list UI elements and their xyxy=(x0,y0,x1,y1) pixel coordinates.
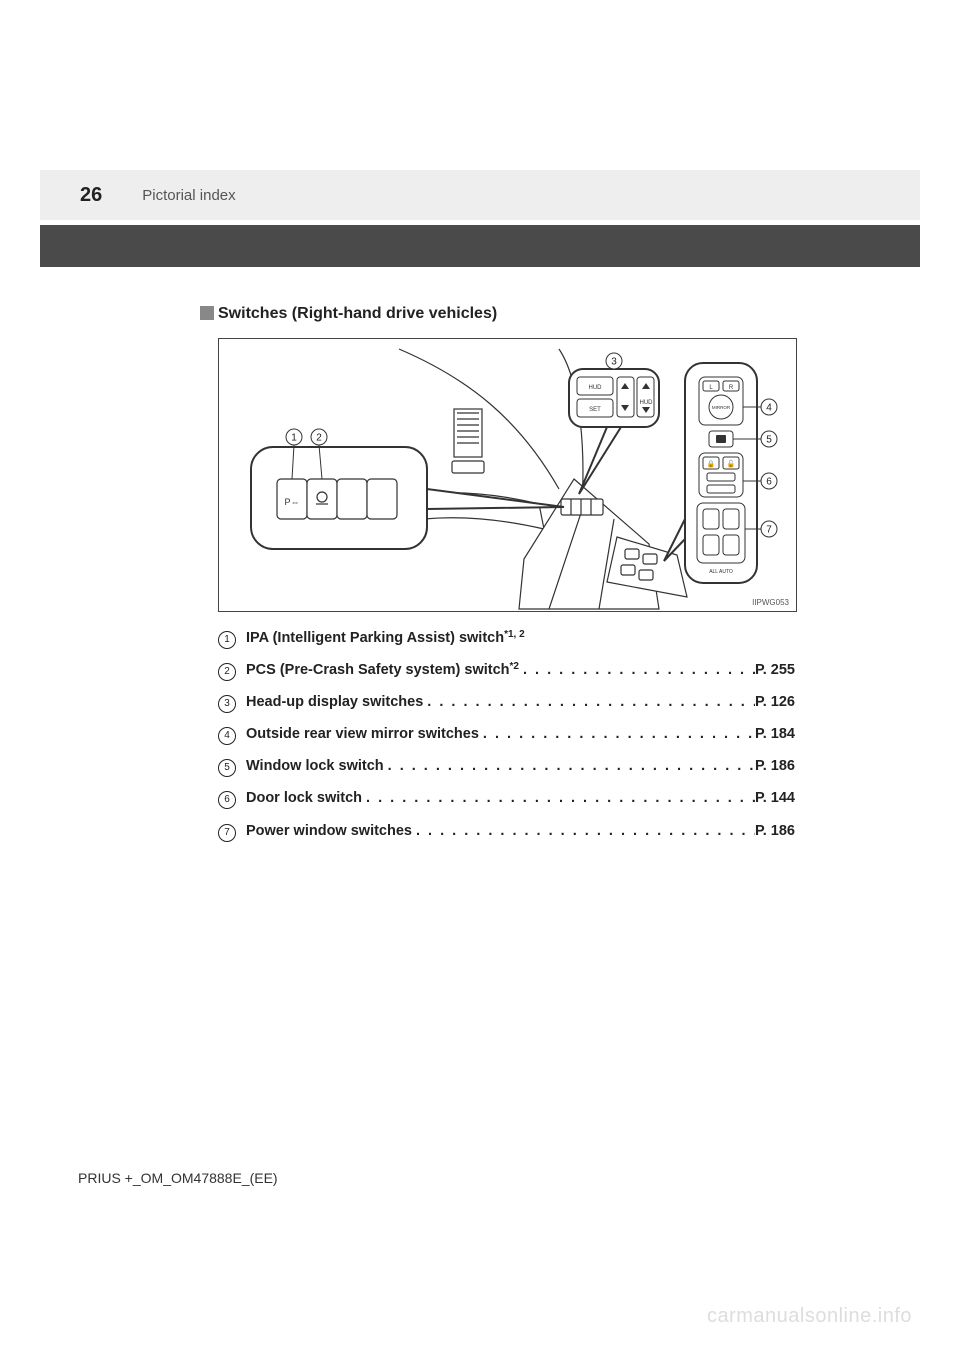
index-label: IPA (Intelligent Parking Assist) switch xyxy=(246,625,504,651)
index-sup: *1, 2 xyxy=(504,626,525,644)
index-num: 3 xyxy=(218,695,236,713)
index-label: Door lock switch xyxy=(246,785,362,811)
index-row: 6 Door lock switch . . . . . . . . . . . … xyxy=(218,785,795,811)
page: 26 Pictorial index Switches (Right-hand … xyxy=(0,0,960,1358)
index-row: 5 Window lock switch . . . . . . . . . . … xyxy=(218,753,795,779)
diagram: P⇔ xyxy=(218,338,797,612)
section-heading-text: Switches (Right-hand drive vehicles) xyxy=(218,305,497,322)
index-num: 4 xyxy=(218,727,236,745)
svg-text:🔓: 🔓 xyxy=(727,459,736,468)
callout-number: 2 xyxy=(316,433,322,444)
svg-text:R: R xyxy=(729,385,734,391)
leader-dots: . . . . . . . . . . . . . . . . . . . . … xyxy=(412,818,755,844)
index-row: 7 Power window switches . . . . . . . . .… xyxy=(218,818,795,844)
callout-number: 5 xyxy=(766,435,772,446)
leader-dots: . . . . . . . . . . . . . . . . . . . . … xyxy=(384,753,755,779)
index-list: 1 IPA (Intelligent Parking Assist) switch… xyxy=(218,625,795,850)
leader-dots: . . . . . . . . . . . . . . . . . . . . … xyxy=(362,785,755,811)
section-heading: Switches (Right-hand drive vehicles) xyxy=(200,304,497,323)
callout-number: 6 xyxy=(766,477,772,488)
index-num: 1 xyxy=(218,631,236,649)
page-ref: P. 184 xyxy=(755,721,795,747)
index-row: 4 Outside rear view mirror switches . . .… xyxy=(218,721,795,747)
callout-number: 1 xyxy=(291,433,297,444)
callout-number: 3 xyxy=(611,357,617,368)
index-row: 3 Head-up display switches . . . . . . . … xyxy=(218,689,795,715)
svg-text:ALL AUTO: ALL AUTO xyxy=(709,569,733,575)
index-row: 1 IPA (Intelligent Parking Assist) switch… xyxy=(218,625,795,651)
watermark: carmanualsonline.info xyxy=(707,1305,912,1328)
door-bubble: L R MIRROR 🔒 🔓 xyxy=(664,363,761,583)
section-marker-icon xyxy=(200,306,214,320)
page-ref: P. 255 xyxy=(755,657,795,683)
svg-text:P⇔: P⇔ xyxy=(284,497,299,507)
leader-dots: . . . . . . . . . . . . . . . . . . . . … xyxy=(519,657,755,683)
page-ref: P. 186 xyxy=(755,753,795,779)
index-num: 6 xyxy=(218,791,236,809)
index-label: Outside rear view mirror switches xyxy=(246,721,479,747)
page-ref: P. 144 xyxy=(755,785,795,811)
diagram-code: IIPWG053 xyxy=(752,598,789,607)
page-ref: P. 186 xyxy=(755,818,795,844)
index-sup: *2 xyxy=(510,658,519,676)
leader-dots: . . . . . . . . . . . . . . . . . . . . … xyxy=(423,689,755,715)
callout-number: 7 xyxy=(766,525,772,536)
index-num: 5 xyxy=(218,759,236,777)
svg-text:HUD: HUD xyxy=(589,385,603,391)
index-label: Head-up display switches xyxy=(246,689,423,715)
footer: PRIUS +_OM_OM47888E_(EE) xyxy=(78,1170,278,1186)
index-num: 7 xyxy=(218,824,236,842)
index-label: Window lock switch xyxy=(246,753,384,779)
svg-text:SET: SET xyxy=(589,407,601,413)
left-bubble: P⇔ xyxy=(251,445,564,549)
svg-text:HUD: HUD xyxy=(640,400,654,406)
header-bar: 26 Pictorial index xyxy=(40,170,920,220)
diagram-svg: P⇔ xyxy=(219,339,796,611)
page-ref: P. 126 xyxy=(755,689,795,715)
svg-text:MIRROR: MIRROR xyxy=(712,405,731,410)
index-label: PCS (Pre-Crash Safety system) switch xyxy=(246,657,510,683)
index-label: Power window switches xyxy=(246,818,412,844)
svg-text:🔒: 🔒 xyxy=(707,460,716,468)
dark-bar xyxy=(40,225,920,267)
callout-number: 4 xyxy=(766,403,772,414)
index-num: 2 xyxy=(218,663,236,681)
leader-dots: . . . . . . . . . . . . . . . . . . . . … xyxy=(479,721,755,747)
page-number: 26 xyxy=(80,184,102,207)
index-row: 2PCS (Pre-Crash Safety system) switch*2 … xyxy=(218,657,795,683)
header-title: Pictorial index xyxy=(142,187,235,204)
